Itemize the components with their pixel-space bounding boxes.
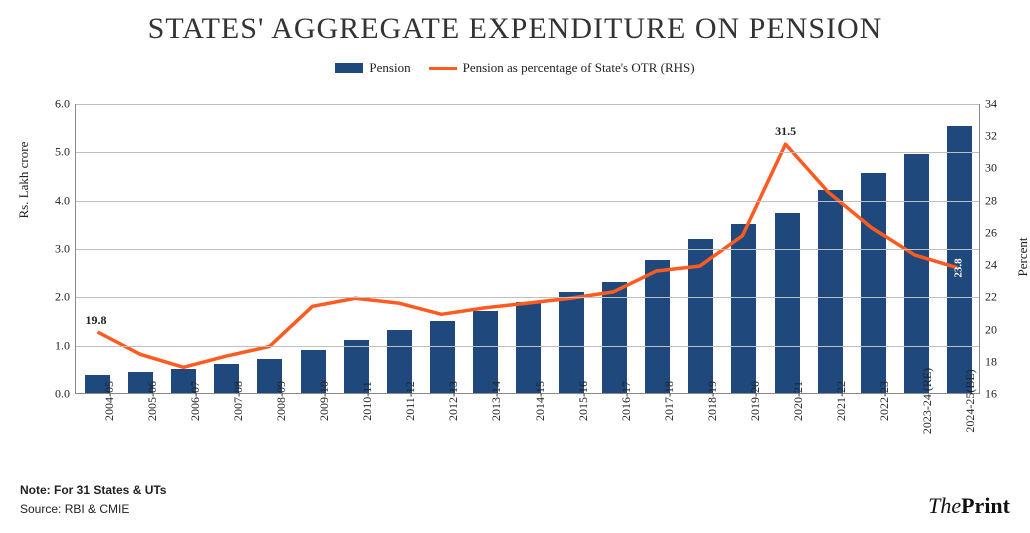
x-category-label: 2019-20 [748,381,763,421]
y-right-tick: 34 [979,97,997,112]
chart-footer: Note: For 31 States & UTs Source: RBI & … [20,481,166,519]
x-category-label: 2022-23 [877,381,892,421]
y-right-tick: 24 [979,258,997,273]
legend-item-percentage: Pension as percentage of State's OTR (RH… [429,60,695,76]
chart-title: STATES' AGGREGATE EXPENDITURE ON PENSION [0,0,1030,46]
legend-label: Pension as percentage of State's OTR (RH… [463,60,695,76]
y-left-tick: 0.0 [55,387,76,402]
y-left-tick: 6.0 [55,97,76,112]
brand-part1: The [928,493,961,518]
y-right-tick: 16 [979,387,997,402]
brand-part2: Print [961,493,1010,518]
x-category-label: 2017-18 [662,381,677,421]
y-left-tick: 5.0 [55,145,76,160]
x-category-label: 2023-24 (RE) [920,368,935,434]
y-left-tick: 4.0 [55,193,76,208]
x-category-label: 2004-05 [102,381,117,421]
line-path [98,144,958,367]
x-category-label: 2013-14 [489,381,504,421]
y-axis-right-label: Percent [1015,237,1030,276]
gridline [76,249,979,250]
x-category-label: 2012-13 [446,381,461,421]
y-right-tick: 28 [979,193,997,208]
x-category-label: 2021-22 [834,381,849,421]
x-category-label: 2014-15 [533,381,548,421]
y-right-tick: 26 [979,225,997,240]
x-category-label: 2010-11 [360,381,375,421]
legend-swatch-line [429,67,457,70]
x-category-label: 2016-17 [619,381,634,421]
gridline [76,152,979,153]
plot-area: Rs. Lakh crore Percent 0.01.02.03.04.05.… [75,104,980,394]
y-left-tick: 2.0 [55,290,76,305]
gridline [76,104,979,105]
y-right-tick: 32 [979,129,997,144]
chart-area: Rs. Lakh crore Percent 0.01.02.03.04.05.… [75,104,980,394]
x-category-label: 2008-09 [274,381,289,421]
y-right-tick: 18 [979,354,997,369]
gridline [76,297,979,298]
y-right-tick: 22 [979,290,997,305]
brand-logo: ThePrint [928,493,1010,519]
legend-item-pension: Pension [335,60,410,76]
legend-swatch-bar [335,63,363,73]
y-axis-left-label: Rs. Lakh crore [16,141,32,218]
y-right-tick: 20 [979,322,997,337]
line-annotation: 19.8 [86,313,107,328]
gridline [76,346,979,347]
footer-source: Source: RBI & CMIE [20,500,166,519]
x-category-label: 2024-25(BE) [963,369,978,432]
y-right-tick: 30 [979,161,997,176]
gridline [76,201,979,202]
x-category-label: 2007-08 [231,381,246,421]
y-left-tick: 1.0 [55,338,76,353]
x-category-label: 2018-19 [705,381,720,421]
x-category-label: 2009-10 [317,381,332,421]
line-annotation: 31.5 [775,124,796,139]
x-category-label: 2020-21 [791,381,806,421]
legend: Pension Pension as percentage of State's… [0,60,1030,76]
x-category-label: 2005-06 [145,381,160,421]
footer-note: Note: For 31 States & UTs [20,481,166,500]
x-category-label: 2011-12 [403,381,418,421]
bar-annotation: 23.8 [953,259,965,278]
legend-label: Pension [369,60,410,76]
x-category-label: 2006-07 [188,381,203,421]
x-category-label: 2015-16 [576,381,591,421]
y-left-tick: 3.0 [55,242,76,257]
